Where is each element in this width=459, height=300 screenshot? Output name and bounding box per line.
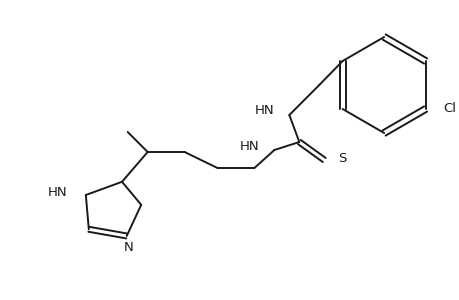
Text: HN: HN bbox=[254, 104, 274, 118]
Text: HN: HN bbox=[239, 140, 259, 152]
Text: N: N bbox=[123, 242, 133, 254]
Text: S: S bbox=[337, 152, 346, 164]
Text: HN: HN bbox=[48, 187, 68, 200]
Text: Cl: Cl bbox=[442, 103, 456, 116]
